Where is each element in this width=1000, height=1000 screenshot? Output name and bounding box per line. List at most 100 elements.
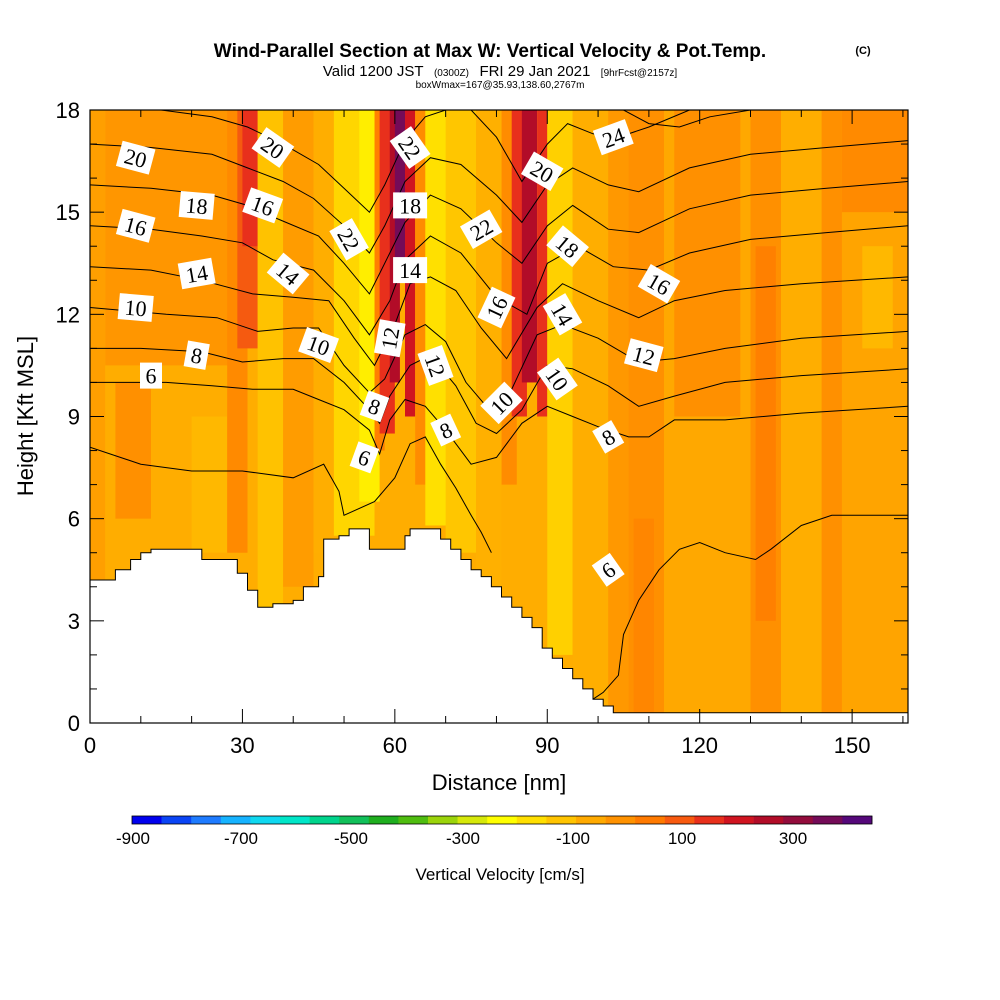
contour-label: 18 bbox=[178, 190, 215, 220]
contour-label: 16 bbox=[115, 208, 156, 243]
velocity-region bbox=[780, 110, 822, 713]
contour-label: 8 bbox=[183, 340, 210, 370]
x-tick-label: 60 bbox=[383, 733, 407, 758]
copyright-mark: (C) bbox=[855, 45, 871, 57]
contour-label-box bbox=[480, 381, 523, 425]
contour-label: 10 bbox=[117, 293, 154, 322]
velocity-region bbox=[572, 110, 609, 706]
contour-label-box bbox=[592, 420, 625, 454]
y-axis: 0 3 6 9 12 15 18 bbox=[56, 98, 908, 736]
x-tick-label: 0 bbox=[84, 733, 96, 758]
colorbar-swatch bbox=[428, 816, 458, 824]
velocity-region bbox=[674, 110, 741, 417]
contour-label-box bbox=[183, 340, 210, 370]
contour-label-text: 12 bbox=[376, 325, 404, 351]
contour-label-box bbox=[359, 390, 390, 423]
isentrope-6 bbox=[90, 436, 492, 553]
contour-label: 10 bbox=[298, 326, 340, 364]
valid-line: Valid 1200 JST (0300Z) FRI 29 Jan 2021 [… bbox=[323, 63, 677, 80]
colorbar-swatch bbox=[368, 816, 399, 824]
colorbar-title: Vertical Velocity [cm/s] bbox=[415, 865, 584, 884]
contour-label-text: 10 bbox=[124, 295, 148, 322]
y-tick-label: 9 bbox=[68, 405, 80, 430]
colorbar-swatch bbox=[250, 816, 281, 824]
valid-prefix: Valid 1200 JST bbox=[323, 63, 424, 80]
contour-label-box bbox=[117, 293, 154, 322]
y-tick-label: 15 bbox=[56, 200, 80, 225]
contour-label-text: 8 bbox=[189, 342, 204, 369]
colorbar-swatch bbox=[694, 816, 725, 824]
contour-label-text: 14 bbox=[399, 258, 421, 283]
velocity-region bbox=[537, 110, 548, 417]
box-info: boxWmax=167@35.93,138.60,2767m bbox=[416, 80, 585, 91]
contour-label: 8 bbox=[592, 420, 625, 454]
velocity-region bbox=[862, 246, 893, 349]
velocity-region bbox=[257, 110, 284, 621]
contour-label: 14 bbox=[393, 257, 428, 284]
x-tick-label: 120 bbox=[681, 733, 718, 758]
contour-label-box bbox=[546, 225, 589, 268]
colorbar-tick-label: -700 bbox=[224, 829, 258, 848]
colorbar-swatch bbox=[753, 816, 784, 824]
chart-title: Wind-Parallel Section at Max W: Vertical… bbox=[214, 41, 766, 62]
colorbar-swatch bbox=[487, 816, 518, 824]
contour-label-box bbox=[537, 357, 578, 401]
isentrope-22 bbox=[470, 110, 690, 183]
isentrope-20 bbox=[90, 140, 908, 254]
colorbar-swatch bbox=[191, 816, 222, 824]
contour-label-box bbox=[591, 552, 625, 587]
contour-label: 20 bbox=[115, 140, 156, 175]
x-tick-label: 150 bbox=[834, 733, 871, 758]
velocity-region bbox=[841, 110, 908, 213]
contour-label-text: 14 bbox=[184, 260, 210, 288]
colorbar-swatch bbox=[724, 816, 754, 824]
contour-label-box bbox=[477, 286, 516, 329]
colorbar-swatch bbox=[842, 816, 873, 824]
contour-label-box bbox=[592, 119, 634, 156]
contour-label: 14 bbox=[266, 252, 310, 295]
colorbar-swatch bbox=[783, 816, 814, 824]
contour-label-box bbox=[393, 257, 428, 284]
x-axis: 0 30 60 90 120 150 bbox=[84, 110, 904, 758]
colorbar-swatch bbox=[516, 816, 547, 824]
contour-label-box bbox=[542, 293, 583, 336]
forecast-info: [9hrFcst@2157z] bbox=[601, 68, 678, 79]
colorbar-swatch bbox=[398, 816, 429, 824]
contour-label: 6 bbox=[140, 362, 162, 389]
y-axis-title: Height [Kft MSL] bbox=[13, 336, 38, 496]
contour-label-box bbox=[115, 208, 156, 243]
isentrope-16 bbox=[90, 225, 908, 336]
contour-label: 14 bbox=[542, 293, 583, 336]
colorbar-swatch bbox=[220, 816, 251, 824]
contour-label-box bbox=[251, 127, 295, 168]
contour-label-box bbox=[349, 441, 380, 474]
velocity-region bbox=[521, 110, 538, 383]
contour-label: 8 bbox=[359, 390, 390, 423]
contour-label-box bbox=[115, 140, 156, 175]
contour-label-box bbox=[178, 190, 215, 220]
colorbar-tick-label: 100 bbox=[668, 829, 696, 848]
velocity-region bbox=[755, 246, 776, 621]
contour-label-box bbox=[374, 319, 406, 358]
colorbar-swatch bbox=[309, 816, 340, 824]
y-tick-label: 6 bbox=[68, 507, 80, 532]
colorbar-swatch bbox=[812, 816, 843, 824]
contour-label-box bbox=[520, 151, 564, 192]
contour-label: 6 bbox=[591, 552, 625, 587]
contour-label: 12 bbox=[374, 319, 406, 358]
velocity-region bbox=[115, 382, 151, 519]
contour-label-box bbox=[177, 257, 216, 290]
colorbar-tick-label: 300 bbox=[779, 829, 807, 848]
colorbar-tick-label: -900 bbox=[116, 829, 150, 848]
utc-time: (0300Z) bbox=[434, 68, 469, 79]
colorbar-swatch bbox=[457, 816, 488, 824]
colorbar: -900 -700 -500 -300 -100 100 300 bbox=[116, 815, 873, 848]
x-axis-title: Distance [nm] bbox=[432, 770, 567, 795]
contour-label-box bbox=[329, 218, 369, 261]
isentrope-14 bbox=[90, 266, 908, 367]
colorbar-tick-label: -500 bbox=[334, 829, 368, 848]
velocity-region bbox=[608, 110, 629, 713]
colorbar-swatch bbox=[161, 816, 192, 824]
